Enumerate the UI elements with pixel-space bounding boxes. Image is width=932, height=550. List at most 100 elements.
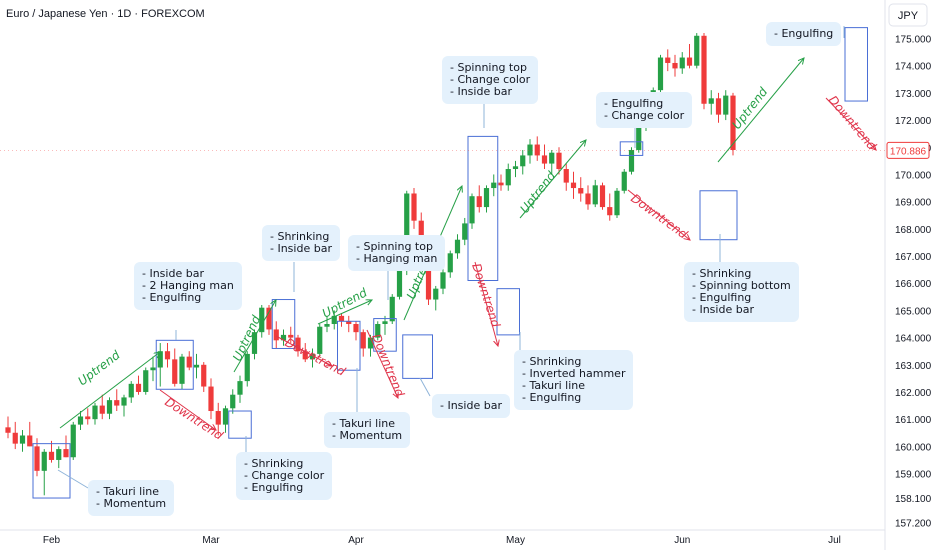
x-tick-label: Jul xyxy=(828,535,841,546)
x-tick-label: Mar xyxy=(202,535,220,546)
candle-body xyxy=(375,324,381,338)
annotation-line: - Takuri line xyxy=(332,417,396,430)
annotation-note: - Inside bar xyxy=(432,394,510,418)
candle-body xyxy=(41,451,47,471)
downtrend-arrow xyxy=(159,389,216,430)
candle-body xyxy=(563,169,569,183)
candle-body xyxy=(164,351,171,360)
annotation-note: - Engulfing - Change color xyxy=(596,92,693,128)
downtrend-label: Downtrend xyxy=(628,191,690,241)
pattern-box xyxy=(467,135,499,281)
candle-body xyxy=(302,351,308,360)
candle-body xyxy=(193,364,200,368)
annotation-note: - Spinning top - Hanging man xyxy=(348,235,446,271)
candle-body xyxy=(201,364,207,387)
y-tick-label: 175.000 xyxy=(895,35,932,46)
candle-body xyxy=(447,253,453,273)
candle-body xyxy=(730,95,736,150)
uptrend-label: Uptrend xyxy=(517,169,558,216)
candle-body xyxy=(657,57,664,91)
x-tick-label: Apr xyxy=(348,535,364,546)
candle-body xyxy=(694,35,700,66)
candle-body xyxy=(578,188,584,194)
candle-body xyxy=(135,383,142,392)
pattern-box xyxy=(337,320,361,371)
candle-body xyxy=(237,381,243,395)
annotation-line: - Engulfing xyxy=(774,27,834,40)
y-tick-label: 174.000 xyxy=(895,62,932,73)
callout-connector xyxy=(419,377,431,397)
candle-body xyxy=(549,152,555,164)
y-tick-label: 168.000 xyxy=(895,225,932,236)
candle-body xyxy=(498,182,504,186)
x-tick-label: Jun xyxy=(674,535,690,546)
y-tick-label: 167.000 xyxy=(895,252,932,263)
y-tick-label: 169.000 xyxy=(895,198,932,209)
candle-body xyxy=(179,356,185,384)
annotation-line: - Spinning bottom xyxy=(692,279,791,292)
candle-body xyxy=(723,95,729,115)
candle-body xyxy=(527,144,533,156)
annotation-line: - Momentum xyxy=(96,497,167,510)
uptrend-arrow xyxy=(317,300,372,325)
candle-body xyxy=(157,351,163,368)
pattern-box xyxy=(619,141,644,156)
candle-body xyxy=(266,307,272,330)
candle-body xyxy=(462,223,468,240)
uptrend-arrow xyxy=(717,58,804,163)
candle-body xyxy=(476,196,482,208)
candle-body xyxy=(592,185,598,205)
callout-connector xyxy=(57,469,89,489)
pattern-box xyxy=(402,334,433,379)
candle-body xyxy=(143,370,149,392)
candle-body xyxy=(346,321,352,325)
downtrend-arrow xyxy=(275,335,332,366)
annotation-line: - Takuri line xyxy=(96,485,160,498)
y-tick-label: 165.000 xyxy=(895,306,932,317)
candle-body xyxy=(665,57,671,63)
uptrend-arrow xyxy=(233,300,276,373)
annotation-line: - Engulfing xyxy=(244,481,304,494)
candle-body xyxy=(454,239,461,254)
candle-body xyxy=(63,449,69,458)
downtrend-label: Downtrend xyxy=(826,93,880,153)
candle-body xyxy=(628,149,635,172)
pattern-box xyxy=(32,443,71,499)
candle-body xyxy=(440,272,446,289)
candle-body xyxy=(222,408,229,425)
uptrend-label: Uptrend xyxy=(75,348,123,389)
y-tick-label: 161.000 xyxy=(895,415,932,426)
candle-body xyxy=(259,307,265,333)
candle-body xyxy=(418,220,424,248)
candle-body xyxy=(520,155,526,167)
annotation-note: - Takuri line - Momentum xyxy=(88,480,175,516)
candle-body xyxy=(27,435,33,447)
candle-body xyxy=(288,334,294,338)
candle-body xyxy=(5,427,11,433)
candle-body xyxy=(331,315,337,325)
candle-body xyxy=(99,405,105,414)
pattern-box xyxy=(844,27,868,102)
annotation-line: - Momentum xyxy=(332,429,403,442)
annotation-line: - Hanging man xyxy=(356,252,438,265)
annotation-line: - Change color xyxy=(604,109,685,122)
candle-body xyxy=(92,405,98,420)
candle-body xyxy=(483,188,490,208)
candle-body xyxy=(12,432,18,444)
uptrend-label: Uptrend xyxy=(320,285,370,320)
y-tick-label: 159.000 xyxy=(895,470,932,481)
candle-body xyxy=(338,315,345,322)
annotation-note: - Engulfing xyxy=(766,22,842,46)
candle-body xyxy=(607,207,613,216)
candle-body xyxy=(215,411,221,425)
candle-body xyxy=(367,337,374,349)
y-tick-label: 163.000 xyxy=(895,361,932,372)
annotation-line: - Spinning top xyxy=(356,240,433,253)
candle-body xyxy=(404,193,410,270)
uptrend-arrow xyxy=(519,140,586,219)
pattern-box xyxy=(699,190,738,241)
candle-body xyxy=(396,269,403,297)
downtrend-arrow xyxy=(627,189,690,240)
candle-body xyxy=(469,196,475,224)
